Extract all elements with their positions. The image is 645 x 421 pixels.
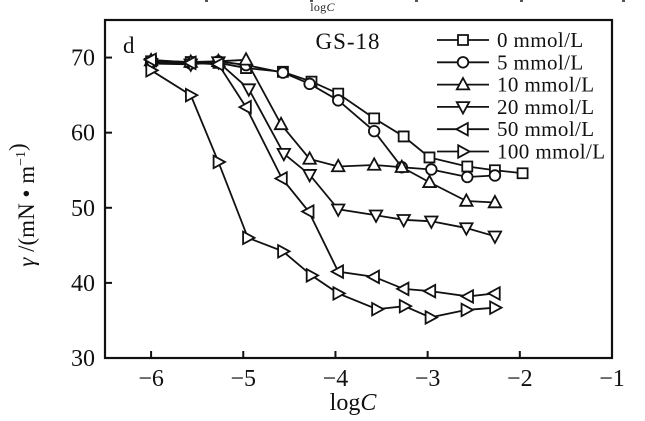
y-tick-label: 50: [71, 196, 95, 222]
legend-item-5-mmol-l: 5 mmol/L: [437, 50, 584, 74]
series-line: [151, 58, 495, 204]
legend-item-100-mmol-l: 100 mmol/L: [437, 140, 605, 164]
cropped-axis-label-above: logC: [0, 0, 645, 16]
y-axis-ticks: 30 40 50 60 70: [71, 46, 112, 372]
panel-label: d: [123, 33, 135, 58]
legend-item-0-mmol-l: 0 mmol/L: [437, 28, 584, 52]
legend-label: 20 mmol/L: [497, 95, 595, 119]
legend-label: 0 mmol/L: [497, 28, 584, 52]
series-100-mmol-l: [145, 62, 504, 326]
y-tick-label: 70: [71, 46, 95, 72]
chart-title: GS-18: [315, 29, 380, 54]
legend-label: 10 mmol/L: [497, 73, 595, 97]
y-axis-label: γ /(mN • m−1): [5, 143, 39, 266]
legend-item-20-mmol-l: 20 mmol/L: [437, 95, 595, 119]
series-line: [151, 61, 496, 238]
plot-border: [103, 18, 614, 360]
legend-item-50-mmol-l: 50 mmol/L: [437, 117, 595, 141]
y-tick-label: 30: [71, 346, 95, 372]
x-tick-label: −4: [323, 366, 349, 392]
series-10-mmol-l: [143, 51, 503, 209]
series-50-mmol-l: [142, 52, 501, 305]
legend-label: 100 mmol/L: [497, 140, 605, 164]
x-axis-label: logC: [330, 390, 378, 416]
series-line: [151, 60, 495, 178]
x-tick-label: −1: [599, 366, 625, 392]
x-tick-label: −5: [230, 366, 256, 392]
x-axis-ticks: −6 −5 −4 −3 −2 −1: [138, 351, 625, 392]
cropped-figure-artifacts: [205, 0, 625, 2]
y-tick-label: 60: [71, 121, 95, 147]
x-tick-label: −6: [138, 366, 164, 392]
y-tick-label: 40: [71, 271, 95, 297]
legend-label: 5 mmol/L: [497, 50, 584, 74]
x-tick-label: −2: [507, 366, 533, 392]
svg-text:γ /(mN • m−1): γ /(mN • m−1): [5, 143, 39, 266]
x-tick-label: −3: [415, 366, 441, 392]
legend-label: 50 mmol/L: [497, 117, 595, 141]
legend: 0 mmol/L5 mmol/L10 mmol/L20 mmol/L50 mmo…: [437, 28, 605, 164]
top-logc-label-log: log: [310, 0, 327, 14]
series-line: [151, 60, 523, 175]
legend-item-10-mmol-l: 10 mmol/L: [437, 73, 595, 97]
series-line: [151, 58, 496, 298]
series-0-mmol-l: [145, 55, 529, 180]
top-logc-label-c: C: [326, 0, 335, 14]
